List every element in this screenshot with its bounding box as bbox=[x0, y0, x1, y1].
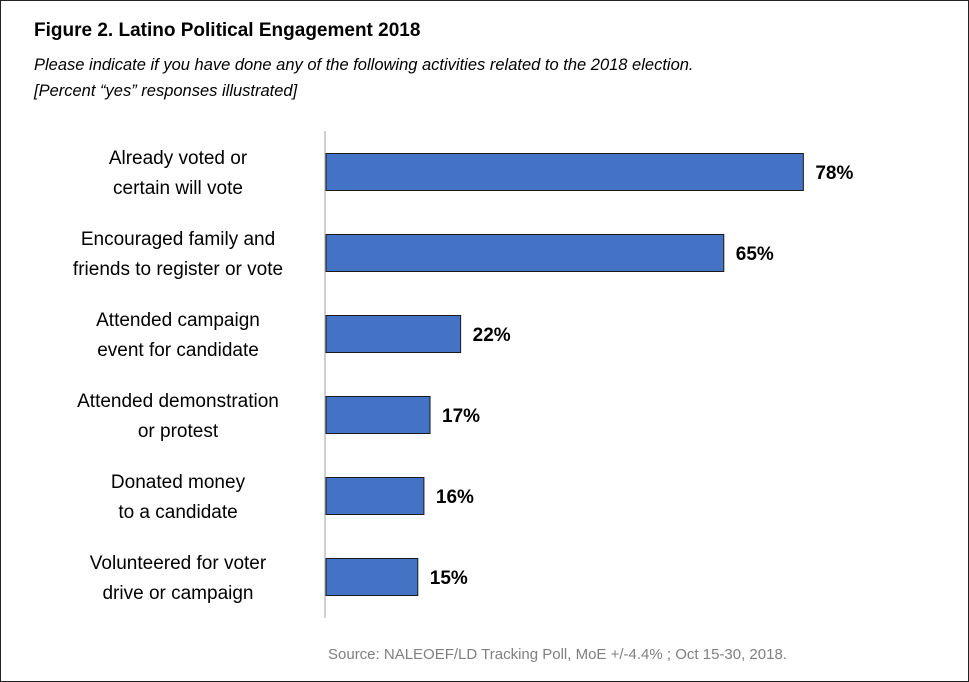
category-label-line: Donated money bbox=[111, 472, 246, 493]
category-label-6: Volunteered for voter drive or campaign bbox=[90, 553, 267, 604]
data-label-1: 78% bbox=[815, 163, 853, 184]
category-label-1: Already voted or certain will vote bbox=[109, 148, 248, 199]
category-label-line: Attended demonstration bbox=[77, 391, 279, 412]
category-label-line: friends to register or vote bbox=[73, 259, 283, 280]
category-label-line: or protest bbox=[138, 421, 219, 442]
bar-1 bbox=[325, 153, 804, 191]
subtitle-line-1: Please indicate if you have done any of … bbox=[34, 56, 694, 74]
bar-4 bbox=[325, 396, 431, 434]
category-label-line: Attended campaign bbox=[96, 310, 260, 331]
data-label-4: 17% bbox=[442, 406, 480, 427]
subtitle-line-2: [Percent “yes” responses illustrated] bbox=[34, 82, 298, 100]
category-label-2: Encouraged family and friends to register… bbox=[73, 229, 283, 280]
chart-title: Figure 2. Latino Political Engagement 20… bbox=[34, 20, 421, 41]
bar-3 bbox=[325, 315, 462, 353]
data-label-6: 15% bbox=[430, 568, 468, 589]
bar-6 bbox=[325, 558, 419, 596]
category-label-4: Attended demonstration or protest bbox=[77, 391, 279, 442]
category-label-line: drive or campaign bbox=[102, 583, 253, 604]
category-label-line: Volunteered for voter bbox=[90, 553, 267, 574]
source-note: Source: NALEOEF/LD Tracking Poll, MoE +/… bbox=[328, 646, 787, 663]
bar-5 bbox=[325, 477, 425, 515]
category-label-line: Encouraged family and bbox=[81, 229, 275, 250]
category-label-line: event for candidate bbox=[97, 340, 259, 361]
category-label-line: to a candidate bbox=[118, 502, 237, 523]
category-label-3: Attended campaign event for candidate bbox=[96, 310, 260, 361]
chart-subtitle: Please indicate if you have done any of … bbox=[34, 52, 914, 104]
data-label-5: 16% bbox=[436, 487, 474, 508]
data-label-3: 22% bbox=[473, 325, 511, 346]
bar-2 bbox=[325, 234, 725, 272]
category-label-5: Donated money to a candidate bbox=[111, 472, 246, 523]
category-label-line: certain will vote bbox=[113, 178, 243, 199]
data-label-2: 65% bbox=[736, 244, 774, 265]
category-label-line: Already voted or bbox=[109, 148, 248, 169]
